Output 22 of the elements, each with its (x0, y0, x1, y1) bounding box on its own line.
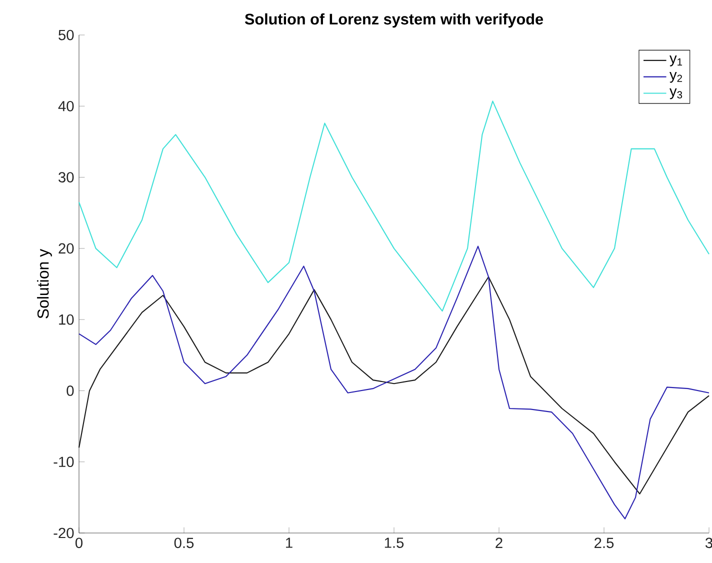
line-series (78, 100, 710, 312)
y-tick-label: -20 (54, 528, 74, 538)
x-tick-label: 2.5 (594, 538, 614, 548)
y-tick-label: 50 (58, 30, 74, 40)
x-tick-label: 0 (75, 538, 82, 548)
legend-label: y$_{3}$ (670, 88, 682, 100)
x-tick-label: 1 (286, 538, 292, 548)
y-tick-label: 40 (58, 100, 74, 112)
line-series (78, 246, 710, 520)
y-tick-label: -10 (54, 456, 74, 468)
y-tick-label: 30 (58, 172, 74, 182)
y-tick-label: 10 (59, 314, 74, 325)
y-tick-label: 0 (66, 386, 74, 396)
legend-label: y$_{2}$ (670, 72, 682, 83)
x-tick-label: 2 (496, 538, 502, 548)
legend-label: y$_{1}$ (670, 56, 682, 66)
x-tick-label: 1.5 (384, 538, 404, 548)
y-tick-label: 20 (58, 243, 74, 254)
x-tick-label: 0.5 (174, 538, 194, 548)
chart-title: Solution of Lorenz system with verifyode (244, 13, 544, 28)
y-axis-title: Solution y (37, 248, 52, 318)
x-tick-label: 3 (706, 538, 712, 548)
